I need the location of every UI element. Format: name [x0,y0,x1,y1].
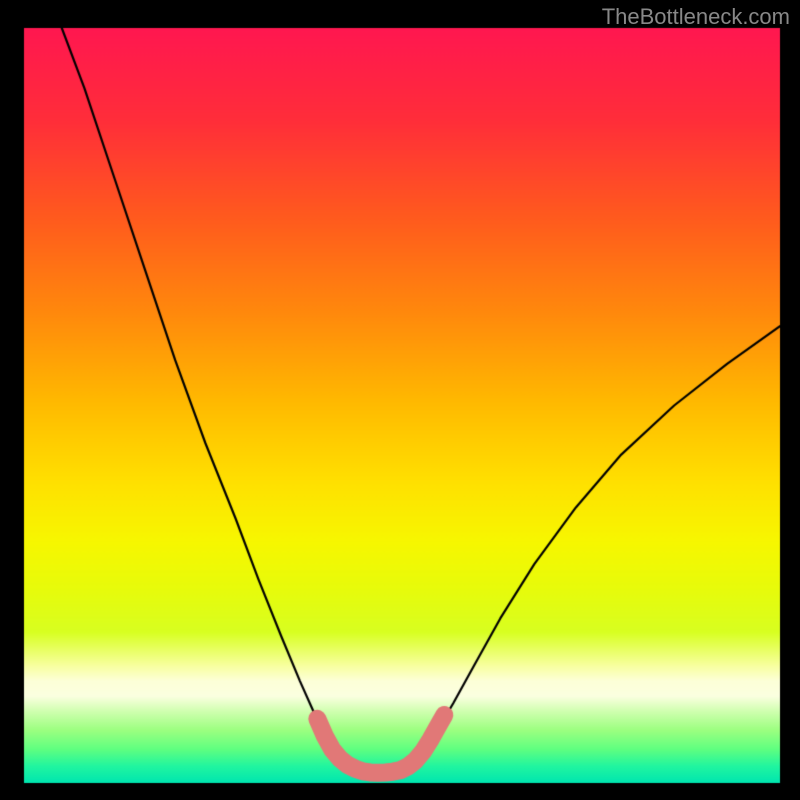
bottleneck-chart-canvas [0,0,800,800]
chart-container: TheBottleneck.com [0,0,800,800]
watermark-text: TheBottleneck.com [602,4,790,30]
